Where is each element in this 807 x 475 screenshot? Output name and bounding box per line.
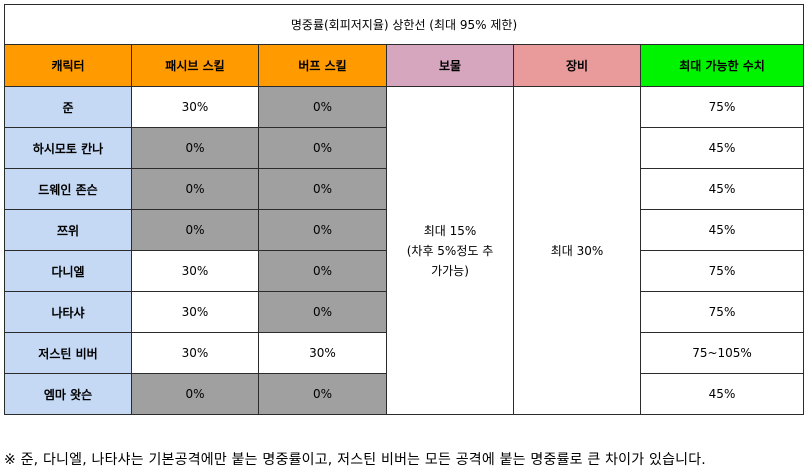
table-title-row: 명중률(회피저지율) 상한선 (최대 95% 제한) xyxy=(3,4,805,45)
table-row: 저스틴 비버 30% 30% 75~105% xyxy=(4,332,805,374)
passive-value: 30% xyxy=(131,332,259,374)
table-header-row: 캐릭터 패시브 스킬 버프 스킬 보물 장비 최대 가능한 수치 xyxy=(4,44,805,87)
character-name: 저스틴 비버 xyxy=(4,332,132,374)
character-name: 드웨인 존슨 xyxy=(4,168,132,210)
passive-value: 0% xyxy=(131,373,259,415)
footnote: ※ 준, 다니엘, 나타샤는 기본공격에만 붙는 명중률이고, 저스틴 비버는 … xyxy=(4,452,706,468)
passive-value: 0% xyxy=(131,168,259,210)
passive-value: 30% xyxy=(131,86,259,128)
max-value: 75~105% xyxy=(639,332,805,374)
max-value: 75% xyxy=(639,86,805,128)
table-title: 명중률(회피저지율) 상한선 (최대 95% 제한) xyxy=(3,4,805,45)
max-value: 45% xyxy=(639,127,805,169)
max-value: 45% xyxy=(639,168,805,210)
max-value: 45% xyxy=(639,209,805,251)
character-name: 다니엘 xyxy=(4,250,132,292)
passive-value: 30% xyxy=(131,291,259,333)
buff-value: 0% xyxy=(258,373,387,415)
table-row: 하시모토 칸나 0% 0% 45% xyxy=(4,127,805,169)
treasure-line-2: (차후 5%정도 추 xyxy=(406,243,494,258)
buff-value: 0% xyxy=(258,168,387,210)
header-buff-skill: 버프 스킬 xyxy=(258,44,387,87)
table-row: 나타샤 30% 0% 75% xyxy=(4,291,805,333)
character-name: 하시모토 칸나 xyxy=(4,127,132,169)
character-name: 준 xyxy=(4,86,132,128)
max-value: 45% xyxy=(639,373,805,415)
passive-value: 0% xyxy=(131,127,259,169)
header-passive-skill: 패시브 스킬 xyxy=(131,44,259,87)
character-name: 나타샤 xyxy=(4,291,132,333)
character-name: 엠마 왓슨 xyxy=(4,373,132,415)
character-name: 쯔위 xyxy=(4,209,132,251)
max-value: 75% xyxy=(639,291,805,333)
table-row: 준 30% 0% 최대 15% (차후 5%정도 추 가가능) 최대 30% 7… xyxy=(4,86,805,415)
passive-value: 0% xyxy=(131,209,259,251)
table-row: 쯔위 0% 0% 45% xyxy=(4,209,805,251)
buff-value: 0% xyxy=(258,127,387,169)
buff-value: 0% xyxy=(258,209,387,251)
header-character: 캐릭터 xyxy=(4,44,132,87)
buff-value: 0% xyxy=(258,250,387,292)
buff-value: 0% xyxy=(258,86,387,128)
treasure-line-1: 최대 15% xyxy=(423,223,477,238)
table-row: 엠마 왓슨 0% 0% 45% xyxy=(4,373,805,415)
hit-rate-table: 명중률(회피저지율) 상한선 (최대 95% 제한) 캐릭터 패시브 스킬 버프… xyxy=(3,4,805,415)
treasure-line-3: 가가능) xyxy=(431,263,469,278)
passive-value: 30% xyxy=(131,250,259,292)
header-equipment: 장비 xyxy=(513,44,641,87)
treasure-value: 최대 15% (차후 5%정도 추 가가능) xyxy=(386,86,514,415)
table-row: 드웨인 존슨 0% 0% 45% xyxy=(4,168,805,210)
hit-rate-table-container: 명중률(회피저지율) 상한선 (최대 95% 제한) 캐릭터 패시브 스킬 버프… xyxy=(3,4,805,415)
buff-value: 30% xyxy=(258,332,387,374)
buff-value: 0% xyxy=(258,291,387,333)
equipment-value: 최대 30% xyxy=(513,86,641,415)
max-value: 75% xyxy=(639,250,805,292)
header-treasure: 보물 xyxy=(386,44,514,87)
header-max-value: 최대 가능한 수치 xyxy=(639,44,805,87)
table-row: 다니엘 30% 0% 75% xyxy=(4,250,805,292)
